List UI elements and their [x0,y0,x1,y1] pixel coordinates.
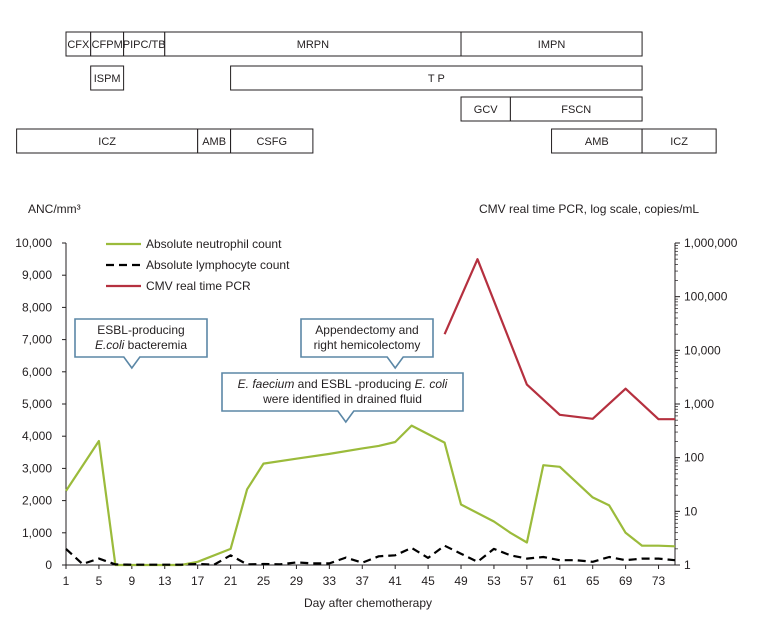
y-left-tick-label: 4,000 [22,429,52,443]
x-tick-label: 29 [290,574,304,588]
x-tick-label: 61 [553,574,567,588]
treatment-bar-label: CFX [67,39,90,51]
x-tick-label: 1 [63,574,70,588]
legend-label: Absolute lymphocyte count [146,258,290,272]
treatment-bar-label: ISPM [94,73,121,85]
callout-text: E.coli bacteremia [95,338,187,352]
treatment-bars: CFX CFPM PIPC/TB MRPN IMPN ISPM T P GCV FSCN ICZ A… [16,31,717,154]
callout-text: right hemicolectomy [314,338,421,352]
callout-box [221,372,464,424]
treatment-bar-label: CFPM [92,39,123,51]
series-line [443,258,675,421]
callout-text: ESBL-producing [97,323,184,337]
treatment-bar-label: T P [428,73,445,85]
y-left-tick-label: 1,000 [22,526,52,540]
x-tick-label: 73 [652,574,666,588]
x-axis-title: Day after chemotherapy [304,596,432,610]
treatment-bar [123,31,166,57]
x-tick-label: 57 [520,574,534,588]
treatment-bar-label: FSCN [561,104,591,116]
x-tick-label: 45 [421,574,435,588]
y-left-tick-label: 7,000 [22,333,52,347]
y-right-tick-label: 100 [684,451,704,465]
treatment-bar-label: AMB [585,136,609,148]
treatment-bar [230,65,643,91]
treatment-bar [65,31,92,57]
x-tick-label: 5 [96,574,103,588]
x-tick-label: 37 [356,574,370,588]
legend-label: Absolute neutrophil count [146,237,282,251]
y-left-tick-label: 5,000 [22,397,52,411]
y-right-tick-label: 10 [684,504,698,518]
treatment-bar [509,96,643,122]
treatment-bar-label: GCV [474,104,499,116]
treatment-bar-label: ICZ [670,136,688,148]
x-tick-label: 65 [586,574,600,588]
treatment-bar-label: PIPC/TB [123,39,166,51]
x-tick-label: 33 [323,574,337,588]
treatment-bar [460,96,511,122]
x-tick-label: 17 [191,574,205,588]
treatment-bar [16,128,199,154]
y-left-tick-label: 8,000 [22,300,52,314]
y-right-axis-title: CMV real time PCR, log scale, copies/mL [479,202,699,216]
x-tick-label: 25 [257,574,271,588]
y-right-tick-label: 1 [684,558,691,572]
callout-text: E. faecium and ESBL -producing E. coli [238,377,448,391]
y-left-tick-label: 3,000 [22,461,52,475]
y-left-tick-label: 2,000 [22,494,52,508]
callout-box [300,318,434,370]
y-left-tick-label: 0 [45,558,52,572]
callout-text: were identified in drained fluid [262,392,422,406]
treatment-bar [551,128,643,154]
y-left-tick-label: 9,000 [22,268,52,282]
treatment-bar-label: AMB [202,136,226,148]
x-tick-label: 49 [454,574,468,588]
treatment-bar-label: ICZ [98,136,116,148]
y-right-tick-label: 10,000 [684,343,721,357]
treatment-bar [230,128,314,154]
callout-text: Appendectomy and [315,323,418,337]
x-tick-label: 13 [158,574,172,588]
x-tick-label: 9 [128,574,135,588]
callout-box [74,318,208,370]
series-line [65,544,676,566]
y-left-tick-label: 10,000 [15,236,52,250]
treatment-bar-label: IMPN [538,39,566,51]
treatment-bar-label: MRPN [297,39,329,51]
x-tick-label: 69 [619,574,633,588]
treatment-bar [641,128,717,154]
y-right-tick-label: 1,000 [684,397,714,411]
x-tick-label: 41 [389,574,403,588]
y-left-tick-label: 6,000 [22,365,52,379]
series-line [65,424,676,567]
y-left-axis-title: ANC/mm³ [28,202,81,216]
legend-label: CMV real time PCR [146,279,251,293]
treatment-bar-label: CSFG [256,136,287,148]
axes: 0 1,000 2,000 3,000 4,000 5,000 6,000 7,000 8,00… [15,236,737,588]
treatment-bar [90,65,125,91]
treatment-bar [460,31,643,57]
series-lines [65,258,676,567]
legend: Absolute neutrophil count Absolute lympho… [106,237,290,293]
x-tick-label: 53 [487,574,501,588]
y-right-tick-label: 100,000 [684,290,728,304]
treatment-bar [90,31,125,57]
x-tick-label: 21 [224,574,238,588]
y-right-tick-label: 1,000,000 [684,236,738,250]
